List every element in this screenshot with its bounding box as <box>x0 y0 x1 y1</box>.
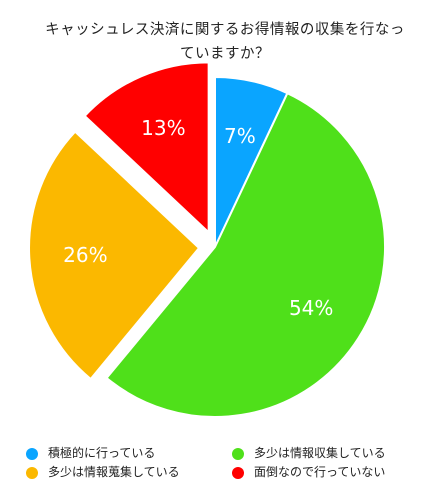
slice-label-somewhat-gathering: 26% <box>63 243 107 267</box>
legend-swatch-not-doing <box>232 466 244 479</box>
chart-title: キャッシュレス決済に関するお得情報の収集を行なっ ていますか？ <box>30 18 420 66</box>
legend-swatch-somewhat-collecting <box>232 447 244 460</box>
legend-item-not-doing: 面倒なので行っていない <box>232 464 426 481</box>
pie-chart: 7% 54% 26% 13% <box>28 61 387 419</box>
legend-swatch-active <box>26 447 38 460</box>
slice-label-somewhat-collecting: 54% <box>289 296 333 320</box>
chart-title-line-1: キャッシュレス決済に関するお得情報の収集を行なっ <box>45 22 405 38</box>
pie-slice-not-doing <box>83 61 210 235</box>
legend-label-somewhat-collecting: 多少は情報収集している <box>254 446 386 460</box>
chart-legend: 積極的に行っている 多少は情報収集している 多少は情報蒐集している 面倒なので行… <box>26 445 426 481</box>
legend-label-not-doing: 面倒なので行っていない <box>254 465 386 479</box>
pie-slice-somewhat-collecting <box>105 91 387 419</box>
chart-title-line-2: ていますか？ <box>180 46 270 62</box>
legend-label-active: 積極的に行っている <box>48 446 156 460</box>
legend-item-somewhat-collecting: 多少は情報収集している <box>232 445 426 462</box>
slice-label-not-doing: 13% <box>141 116 185 140</box>
slice-label-active: 7% <box>224 124 256 148</box>
legend-label-somewhat-gathering: 多少は情報蒐集している <box>48 465 180 479</box>
legend-item-somewhat-gathering: 多少は情報蒐集している <box>26 464 232 481</box>
legend-swatch-somewhat-gathering <box>26 466 38 479</box>
pie-slice-somewhat-gathering <box>28 130 201 381</box>
legend-item-active: 積極的に行っている <box>26 445 232 462</box>
